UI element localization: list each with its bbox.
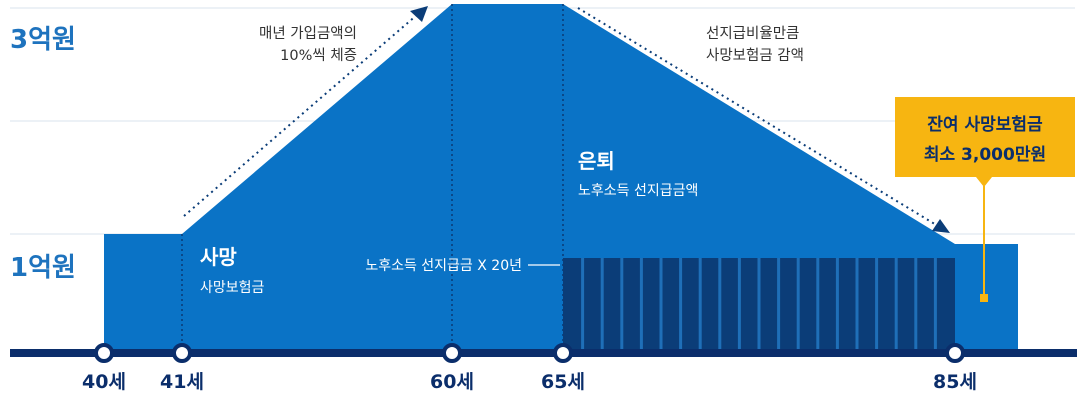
age-label: 40세 (82, 371, 126, 393)
note-increase-line1: 매년 가입금액의 (259, 25, 357, 42)
retire-subtitle: 노후소득 선지급금액 (578, 183, 698, 199)
age-node (94, 343, 114, 363)
decrease-arrow (577, 7, 950, 233)
age-node (172, 343, 192, 363)
increase-arrow (183, 6, 428, 217)
callout-line1: 잔여 사망보험금 (927, 114, 1043, 135)
callout-line2: 최소 3,000만원 (924, 145, 1046, 165)
timeline-axis (10, 349, 1077, 357)
note-decrease-line2: 사망보험금 감액 (706, 47, 804, 64)
age-node (553, 343, 573, 363)
remaining-benefit-callout: 잔여 사망보험금 최소 3,000만원 (895, 97, 1075, 302)
annuity-block (563, 258, 955, 352)
age-label: 41세 (160, 371, 204, 393)
note-increase-line2: 10%씩 체증 (280, 47, 357, 64)
age-nodes: 40세 41세 60세 65세 85세 (82, 343, 977, 393)
age-node (945, 343, 965, 363)
age-node (442, 343, 462, 363)
death-title: 사망 (200, 245, 237, 269)
y-label-1: 1억원 (10, 253, 76, 283)
age-label: 85세 (933, 371, 977, 393)
death-subtitle: 사망보험금 (200, 280, 265, 296)
retire-title: 은퇴 (578, 149, 615, 173)
age-label: 65세 (541, 371, 585, 393)
annuity-stripes (581, 258, 937, 352)
y-label-3: 3억원 (10, 25, 76, 55)
annuity-label: 노후소득 선지급금 X 20년 (365, 258, 522, 274)
note-decrease-line1: 선지급비율만큼 (706, 25, 799, 42)
age-label: 60세 (430, 371, 474, 393)
